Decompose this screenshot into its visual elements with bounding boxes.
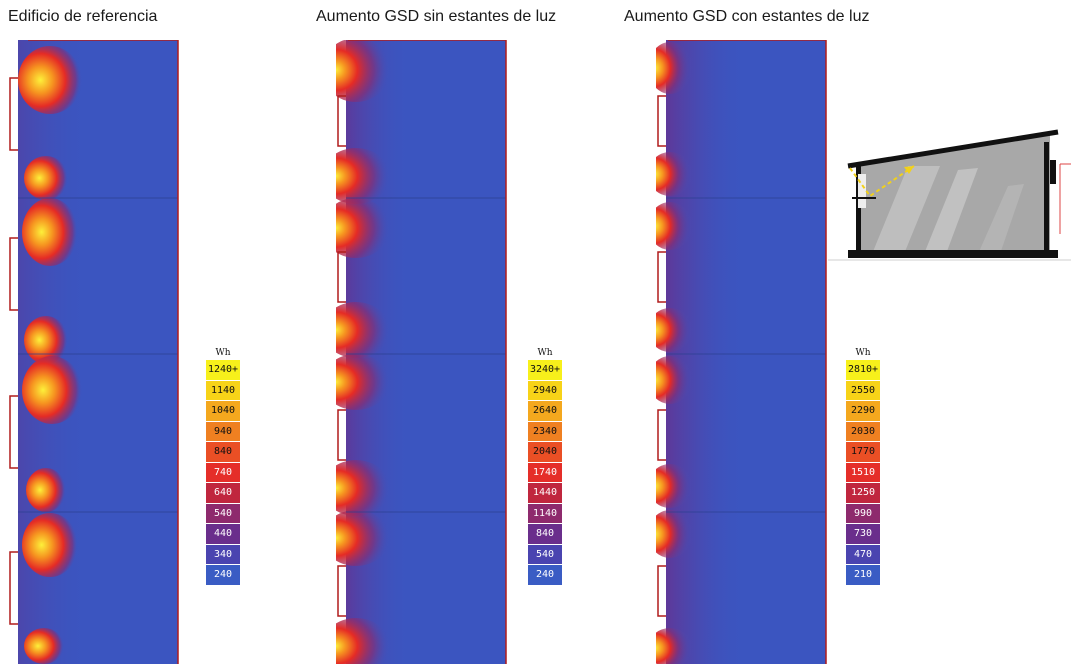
legend-bin: 210: [846, 565, 880, 586]
legend-bin: 2030: [846, 421, 880, 442]
legend-bin: 1440: [528, 483, 562, 504]
panel-title-reference: Edificio de referencia: [8, 8, 158, 25]
legend-bin: 3240+: [528, 360, 562, 381]
heatmap-reference: [8, 40, 180, 664]
legend-bin: 1250: [846, 483, 880, 504]
legend-bin: 840: [528, 524, 562, 545]
legend-bin: 2640: [528, 401, 562, 422]
legend-bin: 1240+: [206, 360, 240, 381]
legend-unit: Wh: [215, 348, 231, 358]
legend-bin: 1770: [846, 442, 880, 463]
legend-bin: 1740: [528, 462, 562, 483]
legend-bin: 2550: [846, 380, 880, 401]
legend-bin: 1040: [206, 401, 240, 422]
legend-bin: 730: [846, 524, 880, 545]
legend-unit: Wh: [537, 348, 553, 358]
legend-bin: 1510: [846, 462, 880, 483]
legend-bin: 2810+: [846, 360, 880, 381]
legend-bin: 990: [846, 503, 880, 524]
legend-bin: 540: [528, 544, 562, 565]
legend-bin: 1140: [206, 380, 240, 401]
panel-title-with-light-shelves: Aumento GSD con estantes de luz: [624, 8, 870, 25]
heatmap-with-light-shelves: [656, 40, 828, 664]
legend-bin: 740: [206, 462, 240, 483]
building-section-sketch: [828, 126, 1071, 270]
legend-bin: 840: [206, 442, 240, 463]
legend-bin: 2290: [846, 401, 880, 422]
legend-bin: 640: [206, 483, 240, 504]
legend-bin: 1140: [528, 503, 562, 524]
legend-bin: 2940: [528, 380, 562, 401]
panel-title-without-light-shelves: Aumento GSD sin estantes de luz: [316, 8, 557, 25]
legend-bin: 2040: [528, 442, 562, 463]
legend-unit: Wh: [855, 348, 871, 358]
legend-bin: 340: [206, 544, 240, 565]
legend-bin: 240: [528, 565, 562, 586]
legend-bin: 2340: [528, 421, 562, 442]
heatmap-without-light-shelves: [336, 40, 508, 664]
legend-without-light-shelves: Wh 3240+ 2940 2640 2340 2040 1740 1440 1140 840 5…: [528, 346, 562, 586]
legend-reference: Wh 1240+ 1140 1040 940 840 740 640 540 440 340 240: [206, 346, 240, 586]
legend-bin: 940: [206, 421, 240, 442]
legend-with-light-shelves: Wh 2810+ 2550 2290 2030 1770 1510 1250 990 730 47…: [846, 346, 880, 586]
legend-bin: 440: [206, 524, 240, 545]
legend-bin: 540: [206, 503, 240, 524]
legend-bin: 470: [846, 544, 880, 565]
legend-bin: 240: [206, 565, 240, 586]
